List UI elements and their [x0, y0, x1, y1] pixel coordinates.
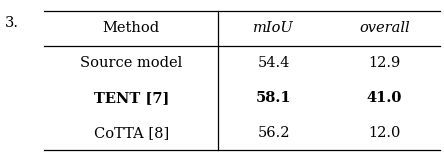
- Text: overall: overall: [359, 21, 409, 35]
- Text: mIoU: mIoU: [253, 21, 294, 35]
- Text: CoTTA [8]: CoTTA [8]: [94, 126, 169, 140]
- Text: 41.0: 41.0: [367, 91, 402, 105]
- Text: Method: Method: [103, 21, 160, 35]
- Text: Source model: Source model: [80, 56, 182, 70]
- Text: 58.1: 58.1: [256, 91, 291, 105]
- Text: TENT [7]: TENT [7]: [94, 91, 169, 105]
- Text: 12.0: 12.0: [368, 126, 400, 140]
- Text: 12.9: 12.9: [368, 56, 400, 70]
- Text: 54.4: 54.4: [258, 56, 290, 70]
- Text: 3.: 3.: [4, 16, 19, 30]
- Text: 56.2: 56.2: [258, 126, 290, 140]
